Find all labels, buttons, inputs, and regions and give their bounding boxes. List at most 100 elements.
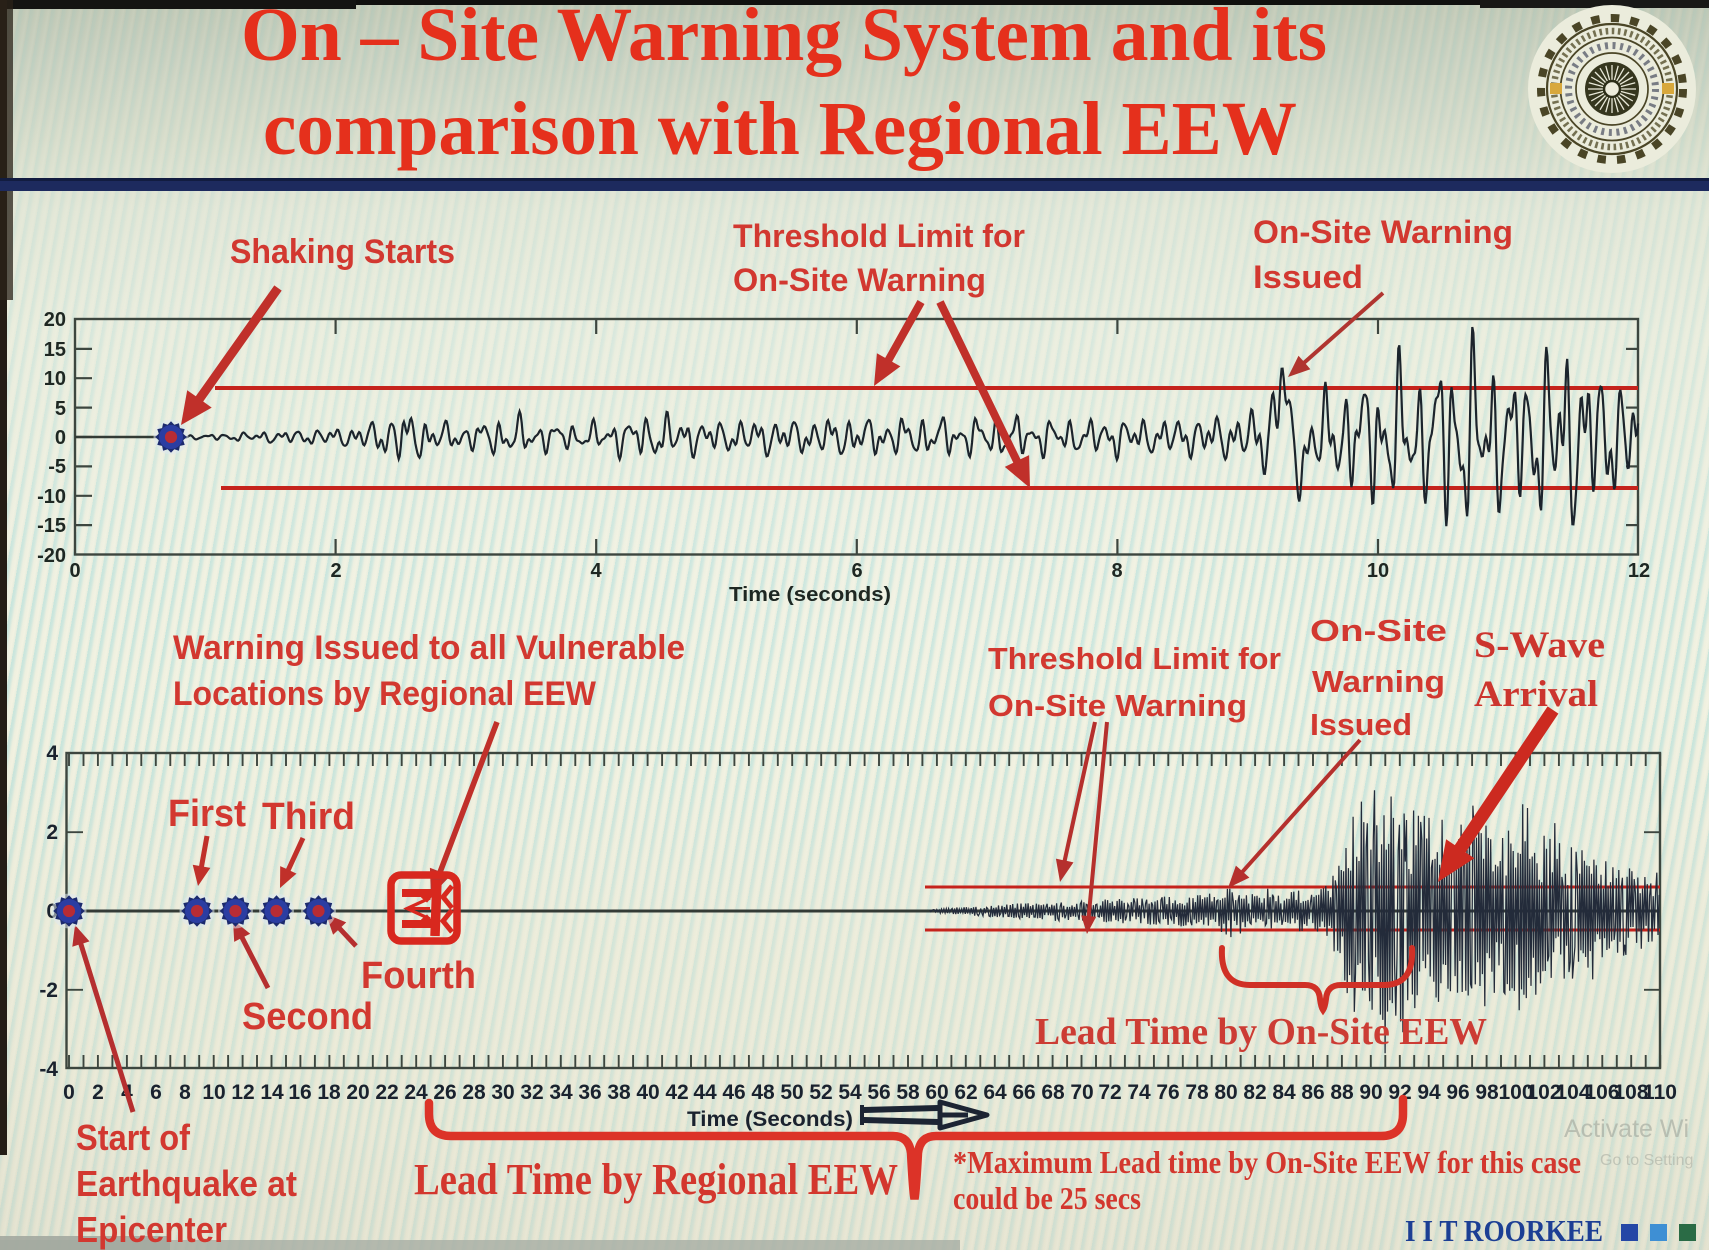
svg-text:On-Site Warning: On-Site Warning	[733, 262, 986, 298]
svg-text:34: 34	[549, 1081, 573, 1104]
svg-text:6: 6	[851, 560, 862, 582]
svg-text:10: 10	[1367, 560, 1389, 582]
svg-text:-5: -5	[48, 456, 66, 478]
svg-text:Locations by Regional EEW: Locations by Regional EEW	[173, 675, 597, 713]
svg-text:74: 74	[1127, 1081, 1151, 1104]
svg-text:4: 4	[590, 560, 602, 582]
svg-text:On-Site Warning: On-Site Warning	[988, 688, 1247, 723]
svg-text:-4: -4	[39, 1058, 58, 1081]
svg-text:Time (seconds): Time (seconds)	[729, 584, 891, 606]
svg-text:22: 22	[375, 1081, 398, 1104]
svg-text:80: 80	[1214, 1081, 1237, 1104]
svg-text:16: 16	[288, 1081, 311, 1104]
svg-text:Warning Issued to all Vulnerab: Warning Issued to all Vulnerable	[173, 629, 685, 667]
svg-text:0: 0	[55, 427, 66, 449]
svg-text:60: 60	[925, 1081, 948, 1104]
svg-text:68: 68	[1041, 1081, 1065, 1104]
svg-text:30: 30	[491, 1081, 514, 1104]
svg-text:Warning: Warning	[1312, 664, 1445, 699]
svg-text:36: 36	[578, 1081, 601, 1104]
svg-text:42: 42	[665, 1081, 688, 1104]
svg-text:Epicenter: Epicenter	[76, 1209, 227, 1250]
svg-text:5: 5	[55, 398, 66, 420]
svg-text:2: 2	[92, 1081, 104, 1104]
svg-text:12: 12	[231, 1081, 254, 1104]
svg-text:On-Site Warning: On-Site Warning	[1253, 214, 1513, 250]
svg-text:88: 88	[1330, 1081, 1354, 1104]
svg-text:0: 0	[63, 1081, 75, 1104]
svg-text:could be 25 secs: could be 25 secs	[953, 1180, 1141, 1216]
svg-text:Time (Seconds): Time (Seconds)	[687, 1108, 853, 1131]
svg-text:54: 54	[838, 1081, 862, 1104]
svg-text:14: 14	[260, 1081, 284, 1104]
svg-text:24: 24	[404, 1081, 428, 1104]
svg-text:64: 64	[983, 1081, 1007, 1104]
svg-text:58: 58	[896, 1081, 920, 1104]
svg-text:Shaking Starts: Shaking Starts	[230, 233, 455, 271]
svg-text:20: 20	[44, 309, 66, 331]
svg-text:Activate Wi: Activate Wi	[1564, 1115, 1689, 1143]
svg-text:62: 62	[954, 1081, 977, 1104]
svg-text:10: 10	[44, 368, 66, 390]
svg-text:Threshold Limit for: Threshold Limit for	[988, 641, 1281, 676]
svg-text:I I T ROORKEE: I I T ROORKEE	[1405, 1213, 1603, 1248]
svg-text:98: 98	[1475, 1081, 1499, 1104]
svg-text:90: 90	[1359, 1081, 1382, 1104]
svg-text:82: 82	[1243, 1081, 1266, 1104]
svg-text:110: 110	[1643, 1081, 1677, 1104]
svg-text:20: 20	[346, 1081, 369, 1104]
svg-text:Issued: Issued	[1310, 707, 1412, 742]
svg-text:8: 8	[1111, 560, 1122, 582]
svg-text:76: 76	[1156, 1081, 1179, 1104]
svg-text:2: 2	[330, 560, 341, 582]
svg-text:50: 50	[780, 1081, 803, 1104]
svg-text:On-Site: On-Site	[1310, 613, 1447, 648]
svg-text:Fourth: Fourth	[361, 955, 476, 997]
svg-text:On – Site Warning System and i: On – Site Warning System and its	[241, 0, 1327, 77]
svg-text:106: 106	[1584, 1081, 1619, 1104]
svg-text:Go to Setting: Go to Setting	[1600, 1152, 1693, 1169]
svg-text:94: 94	[1417, 1081, 1441, 1104]
svg-text:32: 32	[520, 1081, 543, 1104]
svg-text:86: 86	[1301, 1081, 1324, 1104]
svg-text:102: 102	[1526, 1081, 1561, 1104]
svg-text:First: First	[168, 793, 246, 835]
svg-text:15: 15	[44, 339, 66, 361]
svg-text:100: 100	[1498, 1081, 1533, 1104]
svg-text:Third: Third	[262, 796, 355, 838]
svg-text:6: 6	[150, 1081, 162, 1104]
svg-text:46: 46	[722, 1081, 745, 1104]
svg-text:*Maximum Lead time by On-Site: *Maximum Lead time by On-Site EEW for th…	[953, 1144, 1581, 1180]
svg-text:Lead Time by On-Site EEW: Lead Time by On-Site EEW	[1035, 1011, 1487, 1053]
svg-text:18: 18	[317, 1081, 341, 1104]
svg-text:44: 44	[693, 1081, 717, 1104]
svg-text:0: 0	[69, 560, 80, 582]
svg-text:8: 8	[179, 1081, 191, 1104]
svg-text:Second: Second	[242, 996, 373, 1038]
svg-text:Threshold Limit for: Threshold Limit for	[733, 218, 1025, 254]
svg-text:Issued: Issued	[1253, 259, 1363, 295]
svg-text:comparison with Regional EEW: comparison with Regional EEW	[263, 87, 1297, 171]
svg-text:10: 10	[202, 1081, 225, 1104]
svg-text:-2: -2	[39, 979, 58, 1002]
svg-text:56: 56	[867, 1081, 890, 1104]
svg-text:40: 40	[636, 1081, 659, 1104]
svg-text:108: 108	[1613, 1081, 1648, 1104]
svg-text:26: 26	[433, 1081, 456, 1104]
svg-text:78: 78	[1185, 1081, 1209, 1104]
svg-text:38: 38	[607, 1081, 631, 1104]
svg-text:4: 4	[46, 742, 58, 765]
svg-text:72: 72	[1098, 1081, 1121, 1104]
svg-text:-15: -15	[37, 515, 66, 537]
svg-text:96: 96	[1446, 1081, 1469, 1104]
svg-text:2: 2	[46, 821, 58, 844]
svg-text:Start of: Start of	[76, 1117, 191, 1158]
svg-text:48: 48	[751, 1081, 775, 1104]
svg-text:52: 52	[809, 1081, 832, 1104]
svg-text:70: 70	[1070, 1081, 1093, 1104]
svg-text:84: 84	[1272, 1081, 1296, 1104]
svg-text:-20: -20	[37, 545, 66, 567]
svg-text:Earthquake at: Earthquake at	[76, 1163, 297, 1204]
svg-text:Arrival: Arrival	[1474, 674, 1598, 715]
svg-text:-10: -10	[37, 486, 66, 508]
